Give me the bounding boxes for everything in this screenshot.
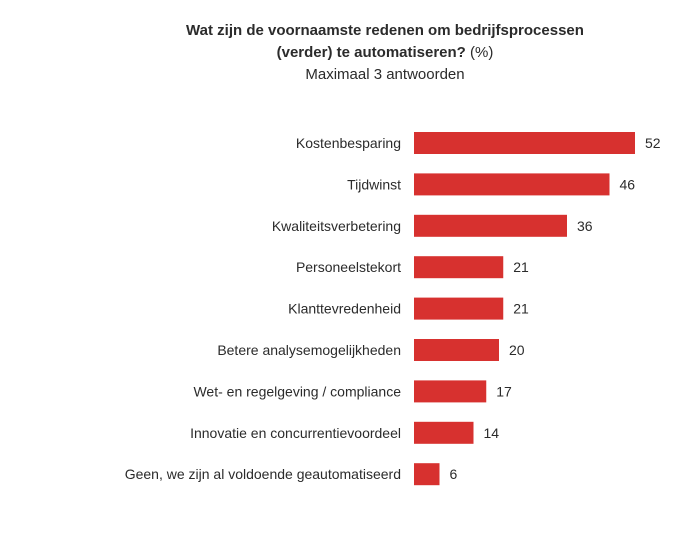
value-label: 14 bbox=[484, 425, 500, 441]
category-label: Betere analysemogelijkheden bbox=[217, 342, 401, 358]
value-label: 21 bbox=[513, 259, 529, 275]
bar bbox=[414, 173, 610, 196]
chart-subtitle: Maximaal 3 antwoorden bbox=[305, 66, 465, 83]
bar bbox=[414, 214, 567, 237]
chart-title-line-1: Wat zijn de voornaamste redenen om bedri… bbox=[186, 22, 584, 39]
bar bbox=[414, 339, 499, 361]
value-label: 20 bbox=[509, 342, 525, 358]
value-label: 6 bbox=[450, 466, 458, 482]
category-label: Tijdwinst bbox=[347, 176, 401, 192]
value-label: 17 bbox=[496, 383, 512, 399]
bar bbox=[414, 297, 504, 320]
bar bbox=[414, 463, 440, 486]
category-label: Innovatie en concurrentievoordeel bbox=[190, 425, 401, 441]
value-label: 46 bbox=[620, 176, 636, 192]
value-label: 21 bbox=[513, 301, 529, 317]
category-label: Klanttevredenheid bbox=[288, 301, 401, 317]
category-label: Personeelstekort bbox=[296, 259, 401, 275]
category-label: Kwaliteitsverbetering bbox=[272, 218, 401, 234]
bar bbox=[414, 256, 504, 279]
bar bbox=[414, 132, 635, 154]
category-label: Wet- en regelgeving / compliance bbox=[193, 383, 401, 399]
bar bbox=[414, 380, 487, 403]
value-label: 52 bbox=[645, 135, 661, 151]
chart-title-line-2-bold: (verder) te automatiseren? bbox=[276, 44, 466, 61]
value-label: 36 bbox=[577, 218, 593, 234]
category-label: Geen, we zijn al voldoende geautomatisee… bbox=[125, 466, 401, 482]
chart-title-line-2: (verder) te automatiseren? (%) bbox=[0, 42, 692, 64]
category-label: Kostenbesparing bbox=[296, 135, 401, 151]
chart-title-unit: (%) bbox=[465, 44, 494, 61]
chart-title-block: Wat zijn de voornaamste redenen om bedri… bbox=[0, 20, 692, 86]
bar bbox=[414, 421, 474, 444]
